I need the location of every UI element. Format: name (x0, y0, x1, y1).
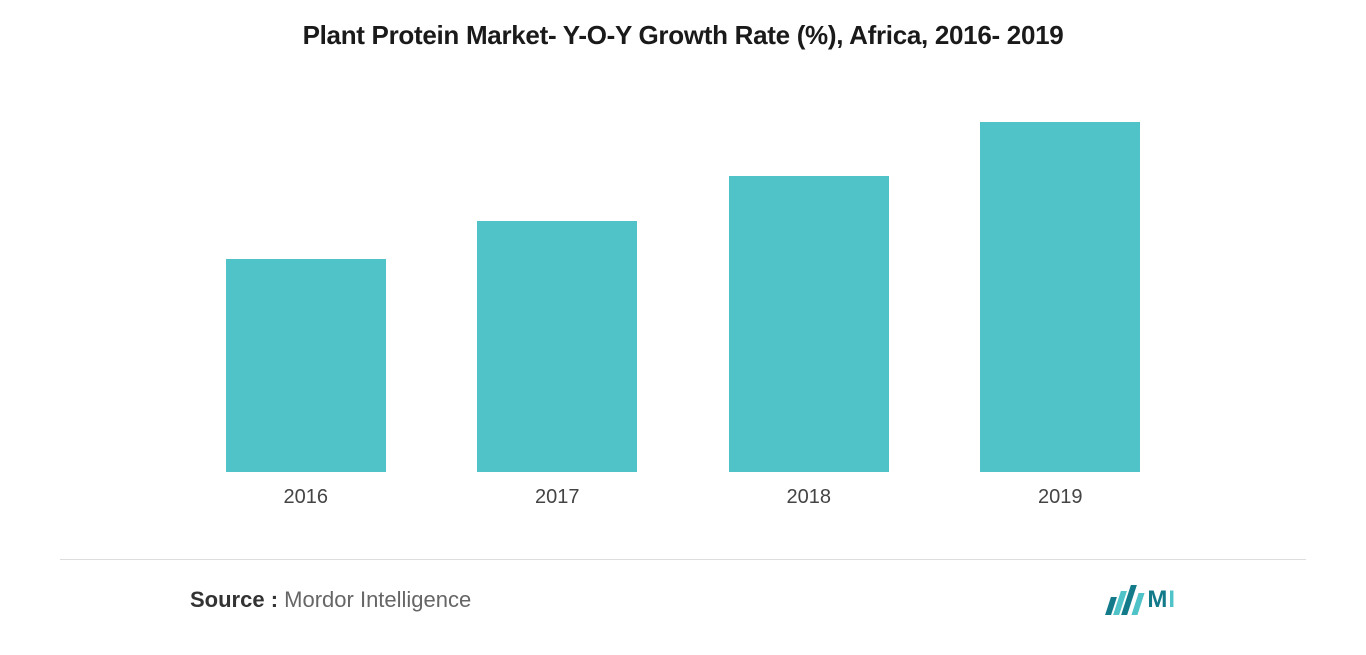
bar-label-2018: 2018 (787, 486, 832, 509)
bar-group-2019: 2019 (935, 91, 1185, 509)
footer: Source : Mordor Intelligence MI (60, 585, 1306, 625)
bar-group-2016: 2016 (181, 91, 431, 509)
bar-label-2019: 2019 (1038, 486, 1083, 509)
chart-title: Plant Protein Market- Y-O-Y Growth Rate … (60, 20, 1306, 51)
bar-group-2018: 2018 (684, 91, 934, 509)
bar-2019 (980, 122, 1140, 472)
logo-bars-icon (1108, 585, 1141, 615)
logo-letter-m: M (1147, 586, 1168, 613)
source-text: Source : Mordor Intelligence (190, 587, 471, 613)
logo-bar-4 (1132, 593, 1145, 615)
bar-2018 (729, 176, 889, 472)
divider (60, 559, 1306, 560)
plot-area: 2016 2017 2018 2019 (60, 91, 1306, 509)
bar-label-2016: 2016 (284, 486, 329, 509)
logo-text: MI (1147, 586, 1176, 614)
bar-group-2017: 2017 (432, 91, 682, 509)
chart-container: Plant Protein Market- Y-O-Y Growth Rate … (0, 0, 1366, 655)
source-label: Source : (190, 587, 278, 612)
bar-2016 (226, 259, 386, 472)
mordor-logo: MI (1108, 585, 1176, 615)
source-value: Mordor Intelligence (284, 587, 471, 612)
bar-2017 (477, 221, 637, 472)
bar-label-2017: 2017 (535, 486, 580, 509)
logo-letter-i: I (1168, 586, 1176, 613)
